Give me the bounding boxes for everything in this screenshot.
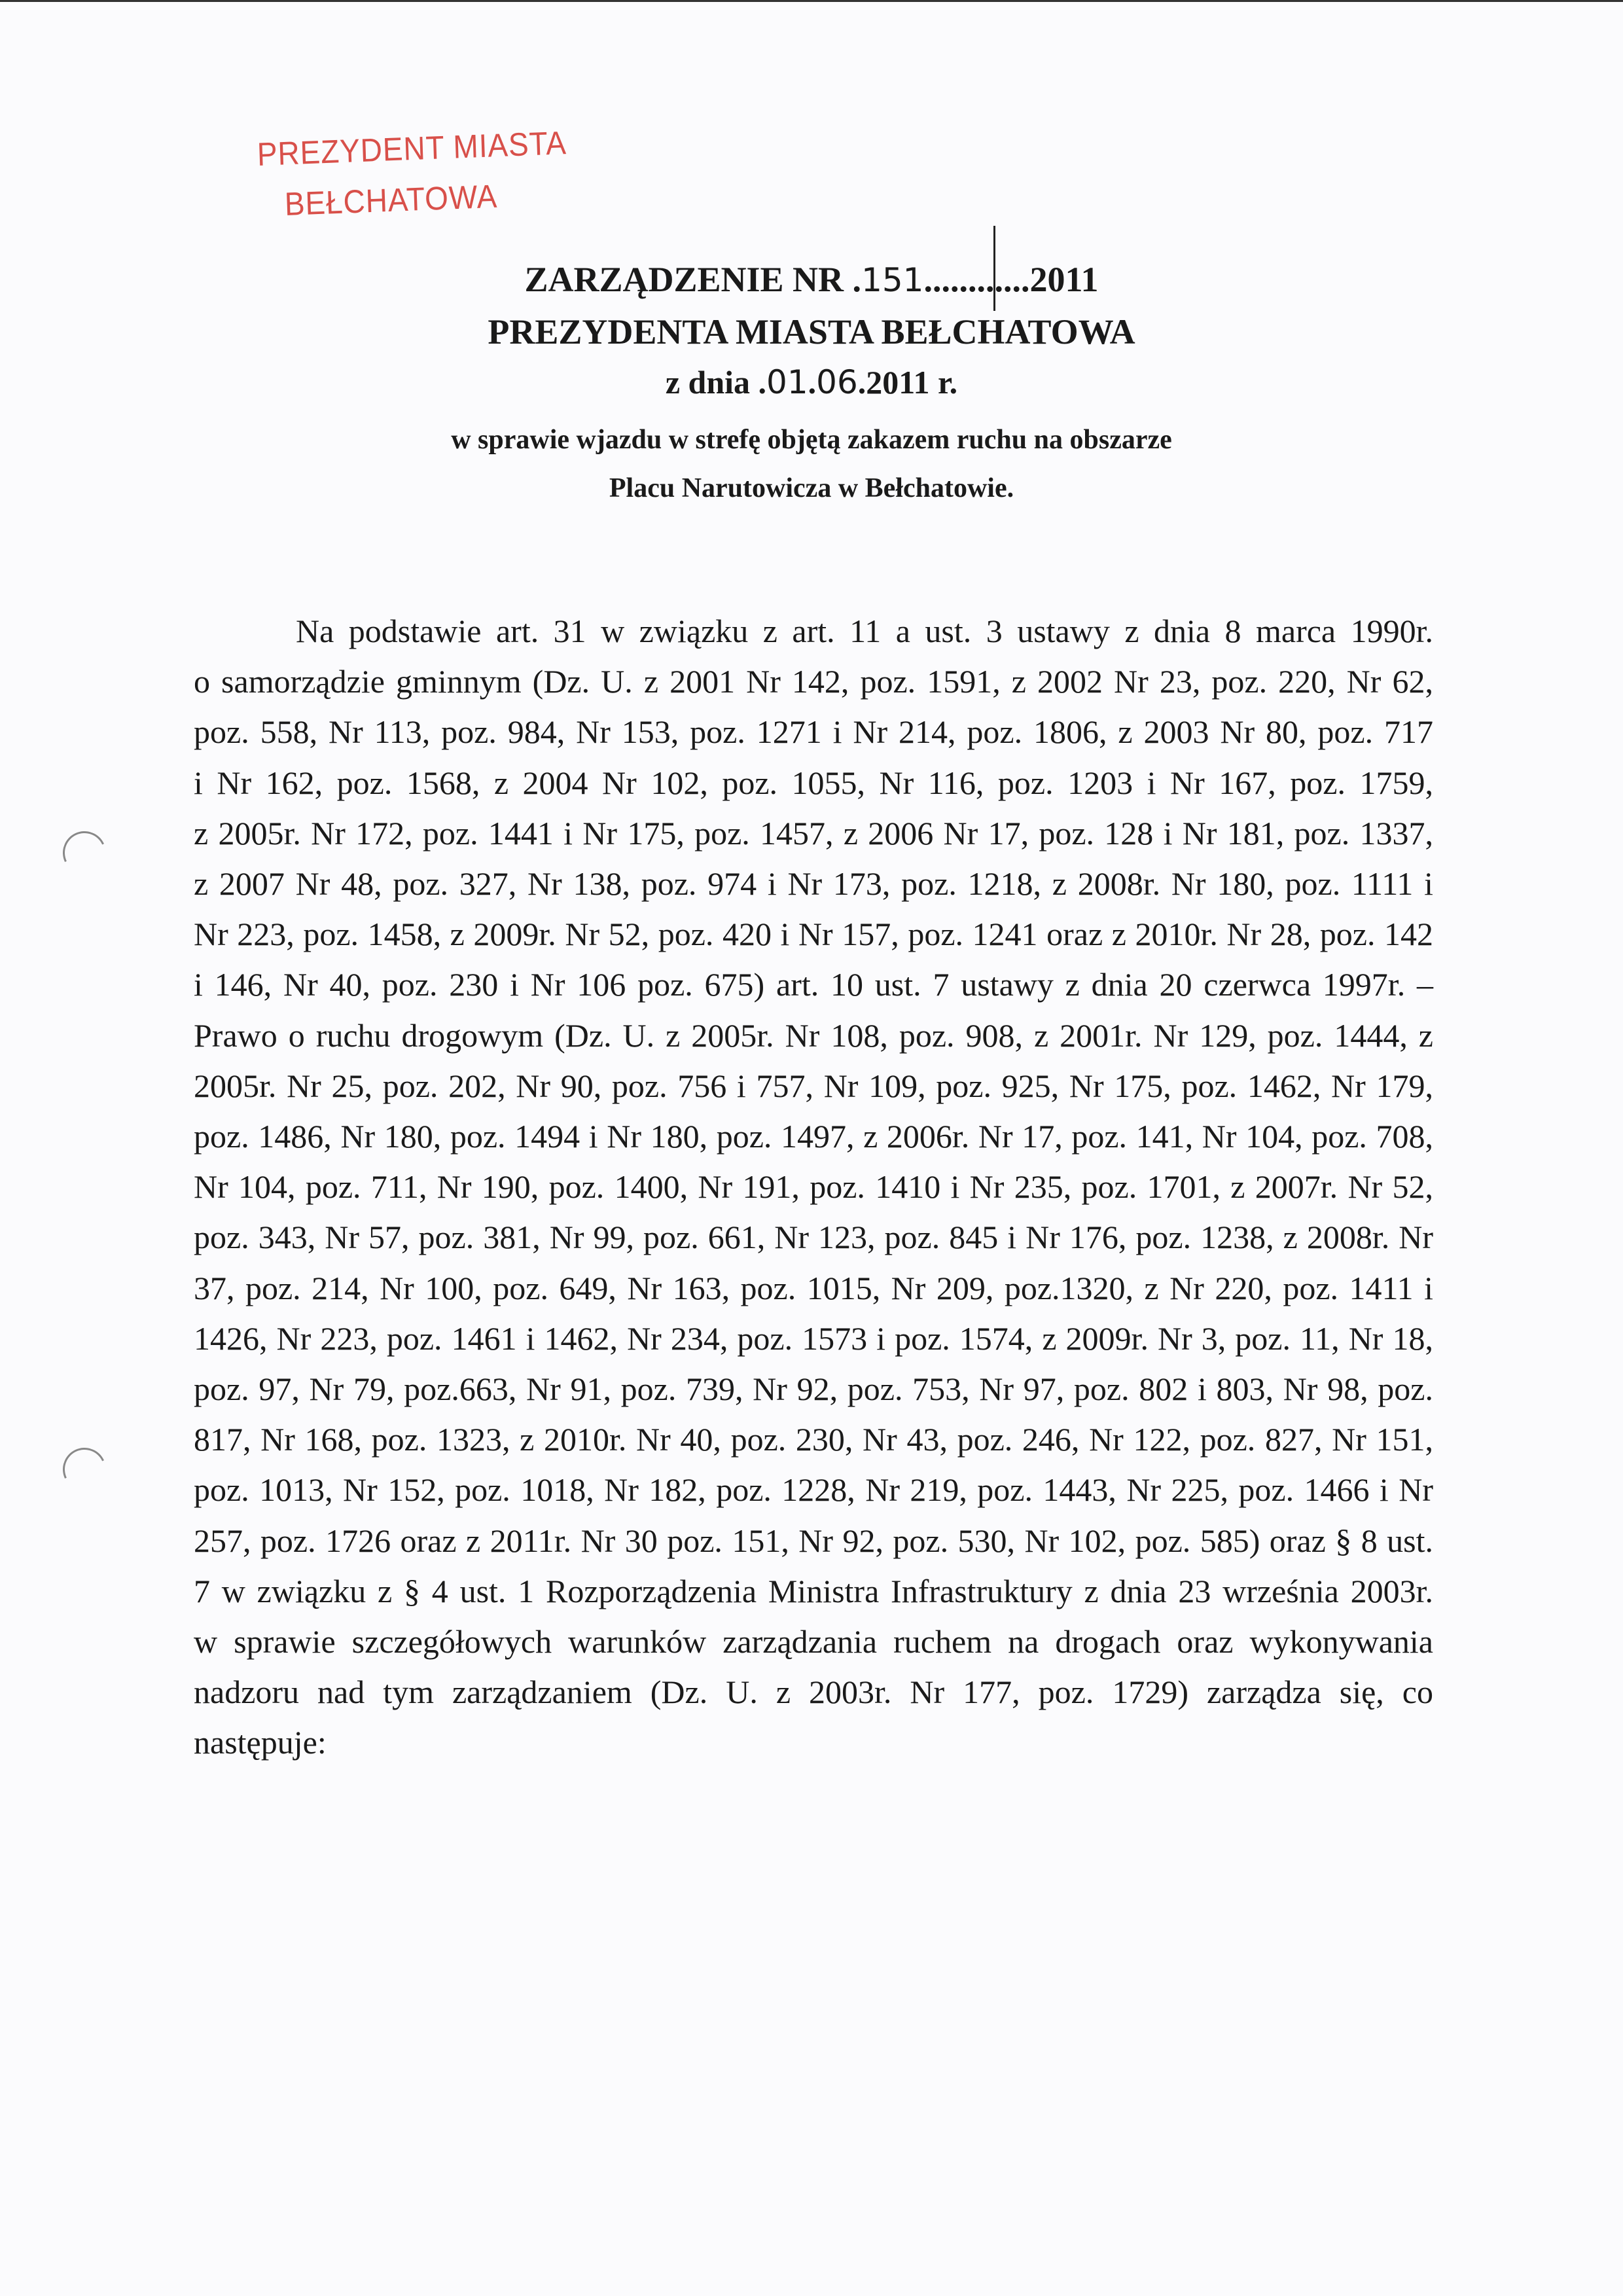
body-line: 817, Nr 168, poz. 1323, z 2010r. Nr 40, … <box>194 1421 1433 1458</box>
body-line: poz. 343, Nr 57, poz. 381, Nr 99, poz. 6… <box>194 1219 1433 1256</box>
body-line: w sprawie szczegółowych warunków zarządz… <box>194 1623 1433 1660</box>
body-line: Prawo o ruchu drogowym (Dz. U. z 2005r. … <box>194 1016 1433 1054</box>
punch-hole-mark <box>56 825 113 881</box>
body-line: 1426, Nr 223, poz. 1461 i 1462, Nr 234, … <box>194 1319 1433 1357</box>
body-line: nadzoru nad tym zarządzaniem (Dz. U. z 2… <box>194 1674 1433 1711</box>
body-line: 257, poz. 1726 oraz z 2011r. Nr 30 poz. … <box>194 1522 1433 1559</box>
body-line: 2005r. Nr 25, poz. 202, Nr 90, poz. 756 … <box>194 1067 1433 1104</box>
punch-hole-mark <box>56 1441 113 1498</box>
body-line: 7 w związku z § 4 ust. 1 Rozporządzenia … <box>194 1572 1433 1609</box>
page-edge <box>0 0 1623 2</box>
body-line: następuje: <box>194 1724 327 1761</box>
body-line: z 2005r. Nr 172, poz. 1441 i Nr 175, poz… <box>194 814 1433 852</box>
body-line: 37, poz. 214, Nr 100, poz. 649, Nr 163, … <box>194 1269 1433 1306</box>
issuer: PREZYDENTA MIASTA BEŁCHATOWA <box>488 312 1135 351</box>
body-line: Nr 223, poz. 1458, z 2009r. Nr 52, poz. … <box>194 916 1433 953</box>
subject-line-1: w sprawie wjazdu w strefę objętą zakazem… <box>451 425 1172 455</box>
handwritten-number: 151 <box>861 261 924 299</box>
body-line: poz. 1486, Nr 180, poz. 1494 i Nr 180, p… <box>194 1118 1433 1155</box>
date-prefix: z dnia . <box>665 364 767 401</box>
title-dots: ........... <box>923 260 1022 299</box>
stamp-line-2: BEŁCHATOWA <box>284 177 498 223</box>
stamp-line-1: PREZYDENT MIASTA <box>257 124 567 173</box>
body-line: poz. 97, Nr 79, poz.663, Nr 91, poz. 739… <box>194 1371 1433 1407</box>
handwritten-day: 01 <box>766 363 808 401</box>
handwritten-stroke <box>993 226 995 311</box>
body-line: o samorządzie gminnym (Dz. U. z 2001 Nr … <box>194 663 1433 700</box>
body-line: i Nr 162, poz. 1568, z 2004 Nr 102, poz.… <box>194 764 1433 801</box>
body-line: Na podstawie art. 31 w związku z art. 11… <box>296 613 1433 649</box>
body-line: Nr 104, poz. 711, Nr 190, poz. 1400, Nr … <box>194 1168 1433 1206</box>
handwritten-month: 06 <box>816 363 858 401</box>
document-title: ZARZĄDZENIE NR .151............2011 <box>0 259 1623 300</box>
title-suffix: .2011 <box>1021 260 1099 299</box>
date-separator: . <box>808 364 817 401</box>
document-date: z dnia .01.06.2011 r. <box>0 364 1623 402</box>
body-line: poz. 1013, Nr 152, poz. 1018, Nr 182, po… <box>194 1471 1433 1509</box>
subject-line-2: Placu Narutowicza w Bełchatowie. <box>609 473 1014 503</box>
date-suffix: .2011 r. <box>857 364 958 401</box>
title-prefix: ZARZĄDZENIE NR . <box>524 260 862 299</box>
body-line: i 146, Nr 40, poz. 230 i Nr 106 poz. 675… <box>194 966 1433 1003</box>
body-line: z 2007 Nr 48, poz. 327, Nr 138, poz. 974… <box>194 865 1433 902</box>
body-line: poz. 558, Nr 113, poz. 984, Nr 153, poz.… <box>194 713 1433 751</box>
